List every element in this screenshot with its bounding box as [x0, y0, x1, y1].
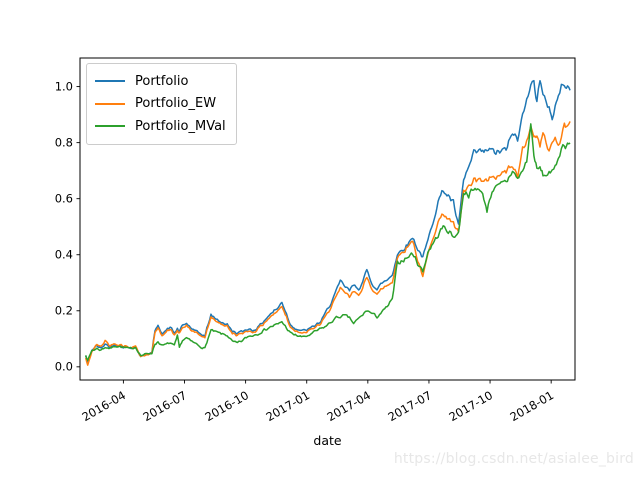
series-line-portfolio_ew — [84, 121, 571, 366]
legend-line-swatch — [95, 102, 125, 105]
legend: Portfolio Portfolio_EW Portfolio_MVal — [86, 63, 237, 145]
legend-line-swatch — [95, 125, 125, 128]
legend-item: Portfolio_EW — [95, 93, 232, 116]
legend-label: Portfolio_EW — [135, 96, 217, 112]
y-tick-label: 0.6 — [54, 191, 73, 206]
legend-line-swatch — [95, 80, 125, 83]
legend-label: Portfolio — [135, 73, 189, 89]
watermark-url: https://blog.csdn.net/asialee_bird — [393, 451, 634, 467]
legend-item: Portfolio_MVal — [95, 115, 232, 138]
x-axis-label: date — [313, 433, 342, 448]
series-line-portfolio_mval — [84, 123, 571, 362]
legend-label: Portfolio_MVal — [135, 118, 226, 134]
y-tick-label: 0.8 — [54, 135, 73, 150]
y-tick-label: 0.0 — [54, 359, 73, 374]
y-tick-label: 1.0 — [54, 79, 73, 94]
series-line-portfolio — [84, 79, 571, 364]
legend-item: Portfolio — [95, 70, 232, 93]
y-tick-label: 0.4 — [54, 247, 73, 262]
y-tick-label: 0.2 — [54, 303, 73, 318]
